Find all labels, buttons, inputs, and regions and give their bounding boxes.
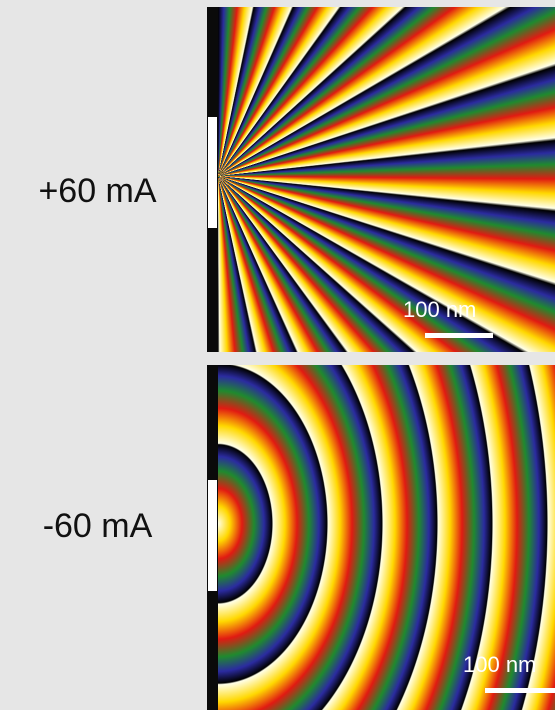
contact-bar [208,480,217,591]
scale-bar [425,333,493,338]
phase-fringes [218,7,555,352]
scale-bar-label: 100 nm [403,297,477,322]
phase-image: 100 nm [207,7,555,352]
phase-fringes [218,365,555,710]
scale-bar [485,688,555,693]
contact-bar [208,117,217,228]
scale-bar-label: 100 nm [463,652,537,677]
phase-image: 100 nm [207,365,555,710]
panel-label: +60 mA [38,172,157,210]
panel-label: -60 mA [42,507,153,545]
